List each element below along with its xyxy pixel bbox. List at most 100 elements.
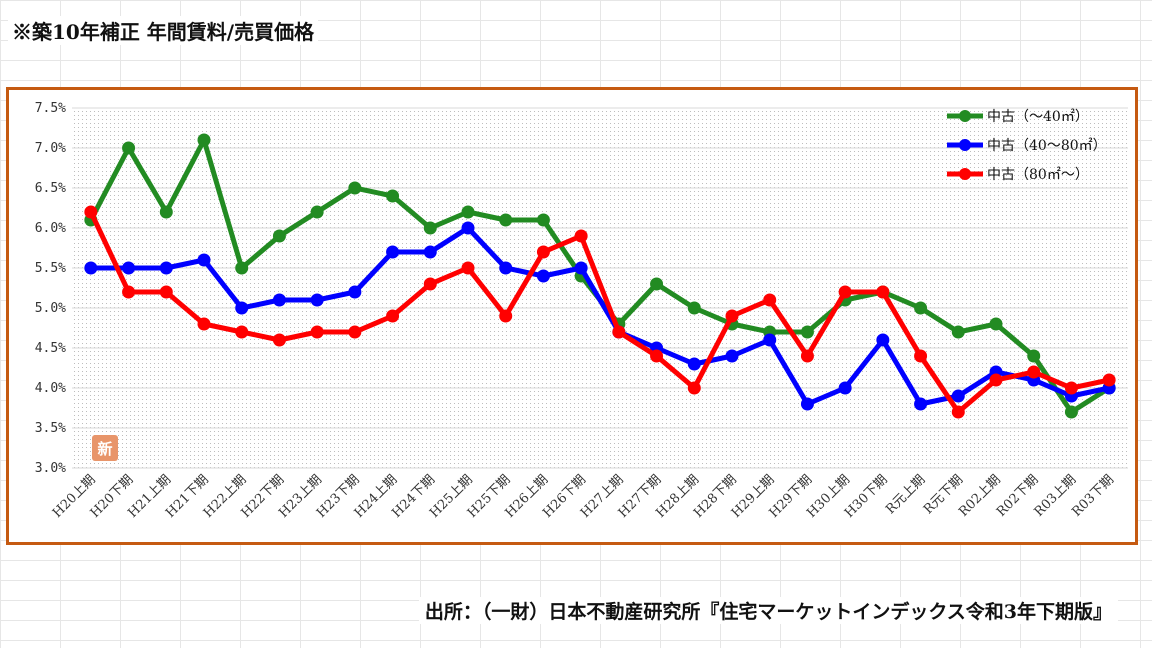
data-point bbox=[272, 293, 286, 307]
new-badge-box bbox=[92, 435, 118, 461]
data-point bbox=[235, 261, 249, 275]
data-point bbox=[423, 277, 437, 291]
data-point bbox=[914, 301, 928, 315]
data-point bbox=[989, 317, 1003, 331]
data-point bbox=[159, 261, 173, 275]
y-tick-label: 5.0% bbox=[35, 301, 66, 316]
data-point bbox=[876, 333, 890, 347]
data-point bbox=[1102, 373, 1116, 387]
data-point bbox=[914, 349, 928, 363]
y-tick-label: 7.0% bbox=[35, 141, 66, 156]
data-point bbox=[687, 381, 701, 395]
data-point bbox=[84, 205, 98, 219]
series-group bbox=[84, 133, 1116, 419]
legend-marker bbox=[959, 168, 971, 180]
source-note: 出所：（一財）日本不動産研究所『住宅マーケットインデックス令和3年下期版』 bbox=[418, 597, 1118, 624]
gridlines bbox=[72, 107, 1128, 469]
data-point bbox=[122, 285, 136, 299]
data-point bbox=[159, 285, 173, 299]
data-point bbox=[725, 349, 739, 363]
data-point bbox=[197, 253, 211, 267]
data-point bbox=[84, 261, 98, 275]
data-point bbox=[687, 357, 701, 371]
data-point bbox=[763, 333, 777, 347]
y-tick-label: 4.5% bbox=[35, 341, 66, 356]
series-line bbox=[88, 225, 1112, 407]
y-tick-label: 6.0% bbox=[35, 221, 66, 236]
data-point bbox=[197, 317, 211, 331]
data-point bbox=[1064, 405, 1078, 419]
data-point bbox=[763, 293, 777, 307]
x-tick-label: R03下期 bbox=[1069, 472, 1117, 520]
data-point bbox=[536, 213, 550, 227]
data-point bbox=[499, 309, 513, 323]
y-tick-label: 6.5% bbox=[35, 181, 66, 196]
chart-frame: 3.0% 3.5% 4.0% 4.5% 5.0% 5.5% 6.0% 6.5% 7.0% 7.5%… bbox=[6, 87, 1138, 545]
data-point bbox=[951, 389, 965, 403]
data-point bbox=[838, 285, 852, 299]
chart-title: ※築10年補正 年間賃料/売買価格 bbox=[8, 16, 319, 45]
y-tick-label: 7.5% bbox=[35, 101, 66, 116]
data-point bbox=[310, 325, 324, 339]
data-point bbox=[876, 285, 890, 299]
y-tick-label: 5.5% bbox=[35, 261, 66, 276]
y-tick-label: 3.0% bbox=[35, 461, 66, 476]
data-point bbox=[650, 277, 664, 291]
data-point bbox=[235, 301, 249, 315]
series-line bbox=[88, 209, 1112, 415]
data-point bbox=[122, 141, 136, 155]
data-point bbox=[1027, 349, 1041, 363]
data-point bbox=[423, 221, 437, 235]
data-point bbox=[914, 397, 928, 411]
line-chart: 3.0% 3.5% 4.0% 4.5% 5.0% 5.5% 6.0% 6.5% 7.0% 7.5%… bbox=[35, 101, 1128, 521]
data-point bbox=[838, 381, 852, 395]
new-badge-label: 新 bbox=[97, 440, 112, 458]
data-point bbox=[348, 325, 362, 339]
data-point bbox=[574, 261, 588, 275]
data-point bbox=[461, 261, 475, 275]
data-point bbox=[235, 325, 249, 339]
data-point bbox=[687, 301, 701, 315]
data-point bbox=[574, 229, 588, 243]
data-point bbox=[800, 325, 814, 339]
data-point bbox=[197, 133, 211, 147]
data-point bbox=[725, 309, 739, 323]
data-point bbox=[1064, 381, 1078, 395]
y-axis-ticks: 3.0% 3.5% 4.0% 4.5% 5.0% 5.5% 6.0% 6.5% 7.0% 7.5% bbox=[35, 101, 66, 476]
data-point bbox=[272, 333, 286, 347]
legend-label: 中古（～40㎡） bbox=[987, 109, 1089, 125]
data-point bbox=[386, 245, 400, 259]
data-point bbox=[310, 293, 324, 307]
legend-marker bbox=[959, 110, 971, 122]
data-point bbox=[499, 261, 513, 275]
data-point bbox=[800, 349, 814, 363]
data-point bbox=[951, 405, 965, 419]
legend-marker bbox=[959, 139, 971, 151]
data-point bbox=[989, 373, 1003, 387]
data-point bbox=[348, 285, 362, 299]
data-point bbox=[461, 221, 475, 235]
x-axis-ticks: H20上期H20下期H21上期H21下期H22上期H22下期H23上期H23下期… bbox=[50, 472, 1117, 521]
data-point bbox=[650, 349, 664, 363]
data-point bbox=[122, 261, 136, 275]
data-point bbox=[1027, 365, 1041, 379]
data-point bbox=[951, 325, 965, 339]
y-tick-label: 4.0% bbox=[35, 381, 66, 396]
data-point bbox=[159, 205, 173, 219]
data-point bbox=[386, 309, 400, 323]
legend-label: 中古（40～80㎡） bbox=[987, 138, 1107, 154]
y-tick-label: 3.5% bbox=[35, 421, 66, 436]
data-point bbox=[386, 189, 400, 203]
legend: 中古（～40㎡） 中古（40～80㎡） 中古（80㎡～） bbox=[947, 109, 1107, 183]
legend-label: 中古（80㎡～） bbox=[987, 167, 1089, 183]
data-point bbox=[423, 245, 437, 259]
data-point bbox=[612, 325, 626, 339]
data-point bbox=[272, 229, 286, 243]
x-tick-label: R元上期 bbox=[883, 472, 928, 517]
data-point bbox=[800, 397, 814, 411]
data-point bbox=[536, 269, 550, 283]
data-point bbox=[499, 213, 513, 227]
data-point bbox=[461, 205, 475, 219]
data-point bbox=[348, 181, 362, 195]
data-point bbox=[310, 205, 324, 219]
